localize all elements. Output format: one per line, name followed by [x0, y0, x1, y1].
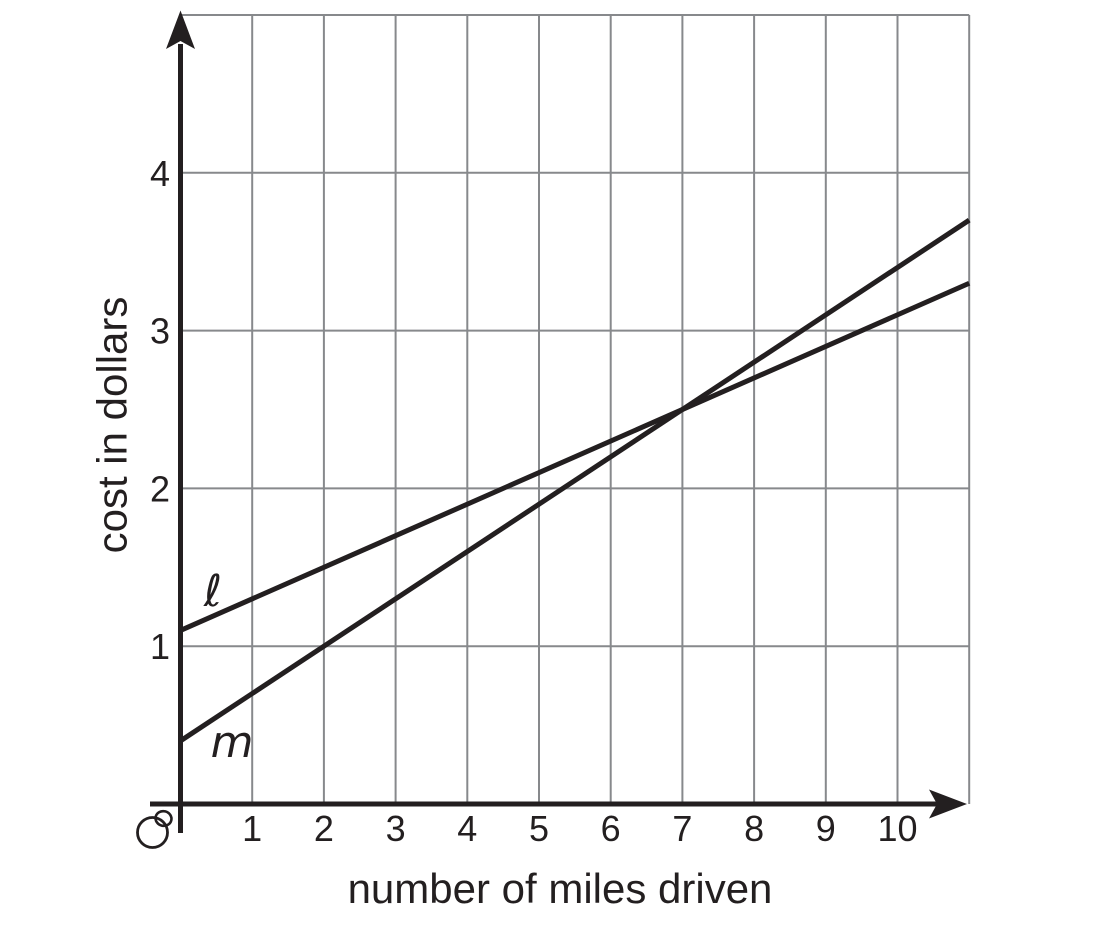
y-tick-label: 1 — [150, 626, 170, 667]
origin-symbol — [136, 809, 173, 849]
x-tick-label: 2 — [314, 808, 334, 849]
x-axis-arrow-icon — [929, 789, 967, 819]
y-tick-label: 3 — [150, 311, 170, 352]
x-tick-label: 9 — [816, 808, 836, 849]
x-tick-label: 4 — [457, 808, 477, 849]
x-tick-label: 3 — [386, 808, 406, 849]
y-tick-label: 4 — [150, 153, 170, 194]
y-tick-label: 2 — [150, 468, 170, 509]
x-tick-label: 8 — [744, 808, 764, 849]
x-tick-label: 10 — [877, 808, 917, 849]
y-axis-title: cost in dollars — [89, 297, 136, 554]
data-line-m — [179, 218, 971, 743]
x-tick-label: 5 — [529, 808, 549, 849]
x-tick-label: 6 — [601, 808, 621, 849]
chart-annotation-layer: cost in dollars number of miles driven ℓ… — [89, 297, 773, 912]
x-tick-label: 7 — [672, 808, 692, 849]
line-m-label: m — [211, 717, 254, 768]
line-l-label: ℓ — [203, 566, 222, 617]
x-axis-title: number of miles driven — [348, 865, 773, 912]
data-line-l — [179, 280, 971, 633]
chart-generated-layer: 1 2 3 4 5 6 7 8 9 10 1 2 3 4 — [150, 10, 971, 849]
x-tick-label: 1 — [242, 808, 262, 849]
y-axis-arrow-icon — [166, 10, 195, 49]
